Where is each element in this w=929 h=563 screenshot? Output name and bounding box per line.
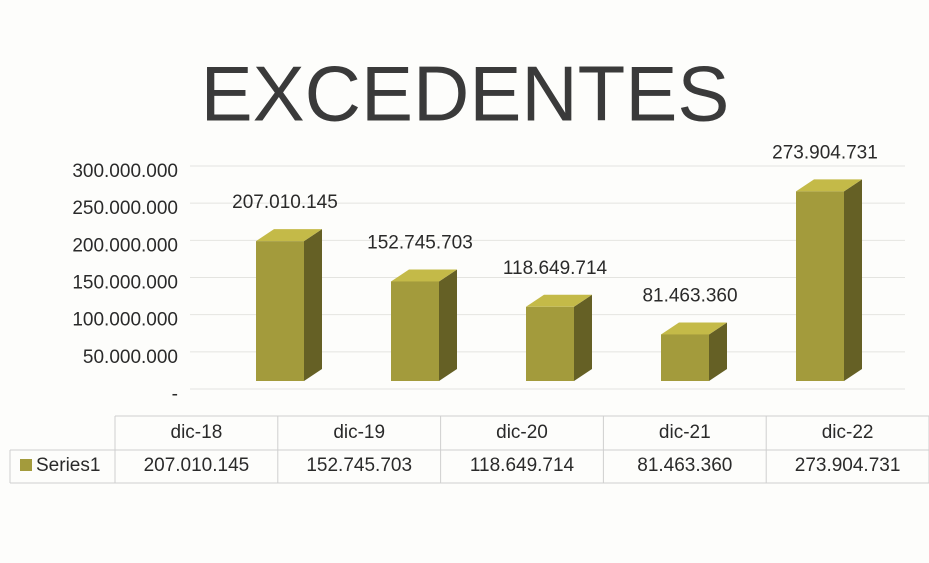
bar [256,241,304,381]
bar-top [796,179,862,192]
y-tick-label: 200.000.000 [72,235,178,256]
bar-side [574,294,592,381]
table-cell: 118.649.714 [470,455,575,476]
value-label: 207.010.145 [232,192,338,213]
table-cell: 273.904.731 [795,455,901,476]
value-label: 81.463.360 [642,285,737,306]
value-label: 273.904.731 [772,142,878,163]
table-cell: 152.745.703 [306,455,412,476]
bar-top [661,322,727,335]
value-label: 152.745.703 [367,232,473,253]
bar-side [844,179,862,381]
table-header: dic-18 [171,422,223,443]
table-cell: 81.463.360 [637,455,732,476]
bar [796,191,844,381]
value-label: 118.649.714 [503,258,608,279]
y-tick-label: 250.000.000 [72,198,178,219]
y-tick-label: - [172,384,178,405]
table-header: dic-20 [496,422,548,443]
y-tick-label: 300.000.000 [72,161,178,182]
bar [526,306,574,381]
bar-side [709,322,727,381]
bar-top [526,294,592,307]
y-tick-label: 150.000.000 [72,273,178,294]
bar-side [304,229,322,381]
bar-top [391,269,457,282]
y-tick-label: 100.000.000 [72,310,178,331]
bar-top [256,229,322,242]
y-tick-label: 50.000.000 [83,347,178,368]
chart-title: EXCEDENTES [201,50,730,138]
table-header: dic-19 [333,422,385,443]
legend-swatch [20,459,32,471]
bar [391,281,439,381]
bar-side [439,269,457,381]
table-header: dic-21 [659,422,711,443]
bar [661,334,709,381]
table-cell: 207.010.145 [144,455,250,476]
legend-label: Series1 [36,455,100,476]
table-header: dic-22 [822,422,874,443]
